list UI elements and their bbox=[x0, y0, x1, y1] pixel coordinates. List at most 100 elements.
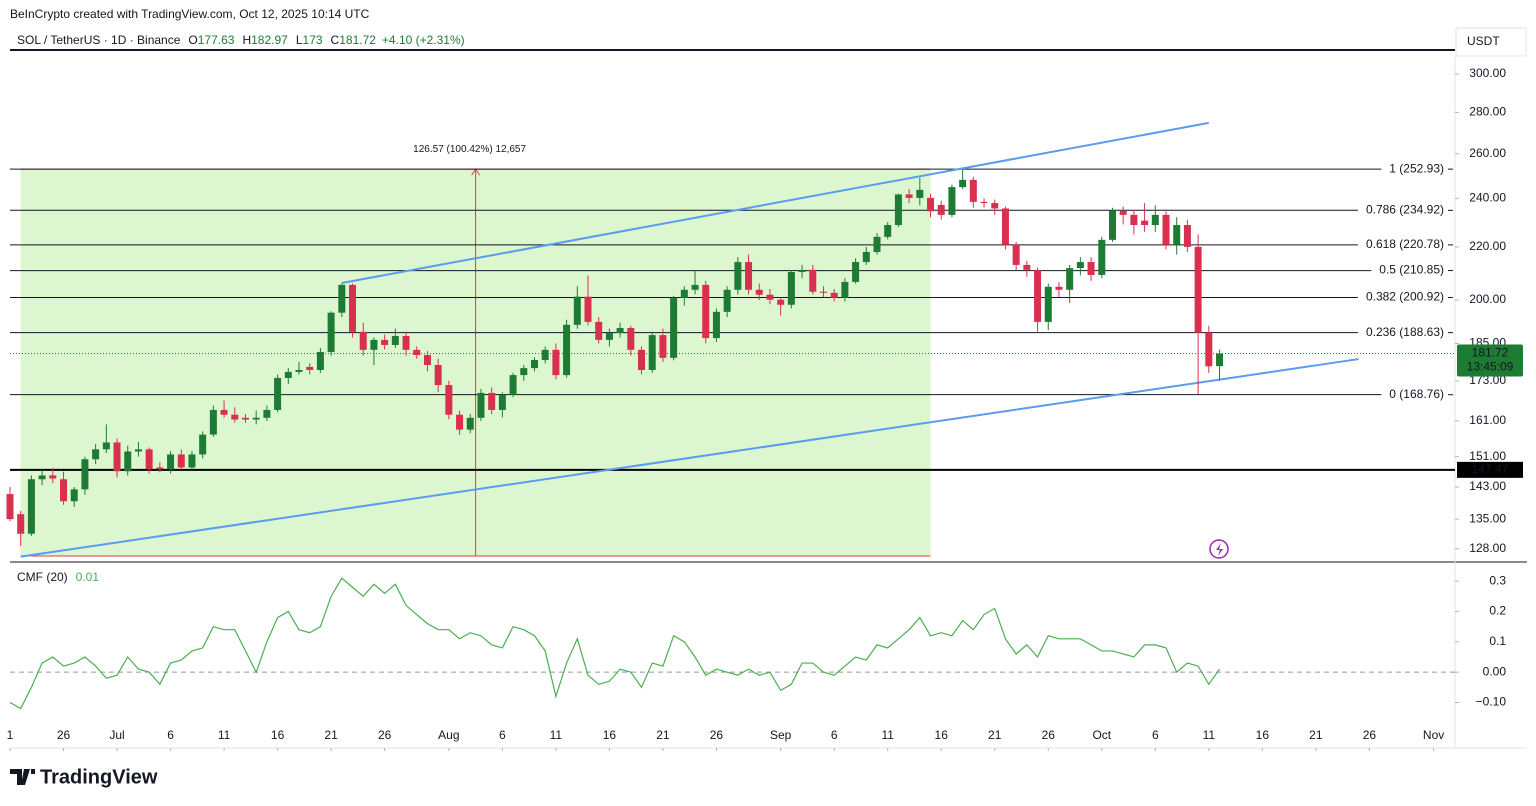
candle-body bbox=[349, 284, 357, 332]
x-tick-label: 6 bbox=[1152, 728, 1159, 742]
candle-body bbox=[659, 335, 667, 358]
cmf-name: CMF (20) bbox=[17, 570, 68, 584]
candle-body bbox=[670, 297, 678, 358]
candle-body bbox=[445, 385, 453, 415]
candle-body bbox=[1130, 214, 1138, 226]
x-tick-label: 16 bbox=[1256, 728, 1270, 742]
candle-body bbox=[17, 514, 25, 534]
alert-bolt bbox=[1216, 543, 1223, 556]
y-tick-label: 220.00 bbox=[1469, 239, 1506, 253]
candle-body bbox=[359, 331, 367, 350]
trendline bbox=[20, 358, 1359, 558]
y-tick-label: 300.00 bbox=[1469, 66, 1506, 80]
candle-body bbox=[1076, 262, 1084, 269]
candle-body bbox=[1087, 262, 1095, 275]
candle-body bbox=[70, 489, 78, 502]
x-tick-label: 21 bbox=[656, 728, 670, 742]
y-tick-label: 151.00 bbox=[1469, 449, 1506, 463]
credit: BeInCrypto created with TradingView.com,… bbox=[10, 7, 370, 21]
candle-body bbox=[1194, 246, 1202, 333]
fib-label: 0.236 (188.63) bbox=[1366, 325, 1444, 339]
x-tick-label: 21 bbox=[1309, 728, 1323, 742]
measure-label: 126.57 (100.42%) 12,657 bbox=[413, 144, 526, 155]
candle-body bbox=[413, 349, 421, 356]
candle-body bbox=[959, 179, 967, 188]
y-tick-label: 128.00 bbox=[1469, 541, 1506, 555]
alert-icon bbox=[1209, 539, 1229, 559]
candle-body bbox=[884, 225, 892, 237]
x-tick-label: Nov bbox=[1423, 728, 1444, 742]
logo-text: TradingView bbox=[40, 766, 158, 788]
x-tick-label: 26 bbox=[378, 728, 392, 742]
candle-body bbox=[680, 289, 688, 298]
candle-body bbox=[1001, 208, 1009, 245]
candle-body bbox=[1216, 353, 1224, 367]
y-tick-label: 0.1 bbox=[1489, 634, 1506, 648]
candle-body bbox=[520, 368, 528, 376]
candle-body bbox=[1023, 264, 1031, 270]
change: +4.10 (+2.31%) bbox=[382, 33, 465, 47]
currency: USDT bbox=[1467, 34, 1500, 48]
logo: TradingView bbox=[10, 766, 158, 788]
candle-body bbox=[1141, 220, 1149, 226]
fib-label: 0 (168.76) bbox=[1389, 387, 1444, 401]
candle-body bbox=[509, 375, 517, 395]
candle-body bbox=[209, 409, 217, 435]
candle-body bbox=[338, 284, 346, 313]
x-tick-label: 11 bbox=[550, 728, 563, 742]
candle-body bbox=[927, 197, 935, 212]
candle-body bbox=[241, 417, 249, 420]
candle-body bbox=[391, 335, 399, 345]
candle-body bbox=[488, 392, 496, 410]
candle-body bbox=[616, 328, 624, 334]
candle-body bbox=[27, 479, 35, 534]
candle-body bbox=[1044, 286, 1052, 322]
y-tick-label: 143.00 bbox=[1469, 479, 1506, 493]
x-tick-label: 11 bbox=[881, 728, 894, 742]
last-price-box bbox=[1457, 344, 1523, 377]
candle-body bbox=[1119, 210, 1127, 215]
logo-mark bbox=[10, 769, 35, 785]
x-tick-label: Sep bbox=[770, 728, 792, 742]
candle-body bbox=[456, 414, 464, 430]
candle-body bbox=[777, 299, 785, 305]
y-tick-label: −0.10 bbox=[1476, 695, 1507, 709]
candle-body bbox=[905, 194, 913, 198]
candle-body bbox=[798, 269, 806, 273]
cmf-legend: CMF (20) 0.01 bbox=[17, 570, 99, 584]
candle-body bbox=[648, 335, 656, 371]
fib-label: 0.382 (200.92) bbox=[1366, 290, 1444, 304]
candle-body bbox=[1034, 269, 1042, 322]
candle-body bbox=[980, 201, 988, 204]
x-tick-label: 16 bbox=[603, 728, 617, 742]
candle-body bbox=[466, 417, 474, 430]
candle-body bbox=[199, 434, 207, 455]
candle-body bbox=[787, 272, 795, 305]
candle-body bbox=[627, 328, 635, 350]
x-tick-label: 6 bbox=[499, 728, 506, 742]
x-tick-label: 6 bbox=[831, 728, 838, 742]
candle-body bbox=[423, 355, 431, 365]
candle-body bbox=[1183, 225, 1191, 247]
candle-body bbox=[49, 475, 57, 479]
y-tick-label: 0.3 bbox=[1489, 573, 1506, 587]
x-tick-label: 21 bbox=[324, 728, 338, 742]
candle-body bbox=[145, 449, 153, 470]
ohlc-letter: H bbox=[242, 33, 251, 47]
candle-body bbox=[60, 479, 68, 502]
candle-body bbox=[605, 333, 613, 340]
candle-body bbox=[873, 236, 881, 252]
x-tick-label: 26 bbox=[57, 728, 71, 742]
candle-body bbox=[702, 284, 710, 339]
candle-body bbox=[274, 377, 282, 410]
candle-body bbox=[584, 296, 592, 322]
candle-body bbox=[573, 296, 581, 325]
y-tick-label: 200.00 bbox=[1469, 292, 1506, 306]
candle-body bbox=[263, 409, 271, 418]
x-tick-label: 26 bbox=[1042, 728, 1056, 742]
candle-body bbox=[124, 451, 132, 472]
candle-body bbox=[991, 203, 999, 209]
cmf-value: 0.01 bbox=[76, 570, 100, 584]
candle-body bbox=[841, 281, 849, 298]
